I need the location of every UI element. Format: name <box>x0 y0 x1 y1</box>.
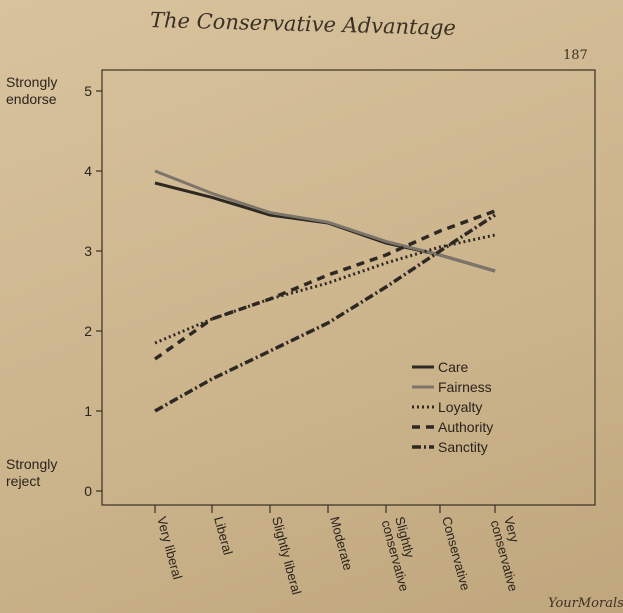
legend-label-sanctity: Sanctity <box>438 439 488 455</box>
legend-label-fairness: Fairness <box>438 379 492 395</box>
y-tick-label: 2 <box>84 323 92 339</box>
y-tick-label: 0 <box>84 483 92 499</box>
y-extra-label-top-1: Strongly <box>6 74 57 90</box>
series-line-fairness <box>154 169 496 273</box>
plot-frame <box>101 69 596 506</box>
y-tick-label: 4 <box>84 163 92 179</box>
legend-label-loyalty: Loyalty <box>438 399 482 415</box>
x-tick-label: Liberal <box>211 515 236 557</box>
x-tick-label: Conservative <box>439 515 473 592</box>
y-tick-label: 3 <box>84 243 92 259</box>
legend-label-care: Care <box>438 359 469 375</box>
x-tick-label-line: Very <box>501 515 522 544</box>
series-line-loyalty <box>154 233 496 345</box>
x-tick-label: Slightlyconservative <box>379 515 426 593</box>
page-number: 187 <box>563 48 588 63</box>
legend-label-authority: Authority <box>438 419 493 435</box>
y-tick-label: 5 <box>84 83 92 99</box>
y-tick-label: 1 <box>84 403 92 419</box>
y-extra-label-top-2: endorse <box>6 91 57 107</box>
x-tick-label: Moderate <box>327 515 356 572</box>
y-extra-label-bottom-1: Strongly <box>6 456 57 472</box>
y-extra-label-bottom-2: reject <box>6 473 40 489</box>
x-tick-label: Very liberal <box>154 515 185 581</box>
series-line-authority <box>153 209 496 361</box>
x-tick-label: Slightly liberal <box>269 515 304 596</box>
x-tick-label: Veryconservative <box>488 515 535 593</box>
footer-fragment: YourMorals <box>548 596 623 611</box>
series-line-care <box>154 181 496 273</box>
